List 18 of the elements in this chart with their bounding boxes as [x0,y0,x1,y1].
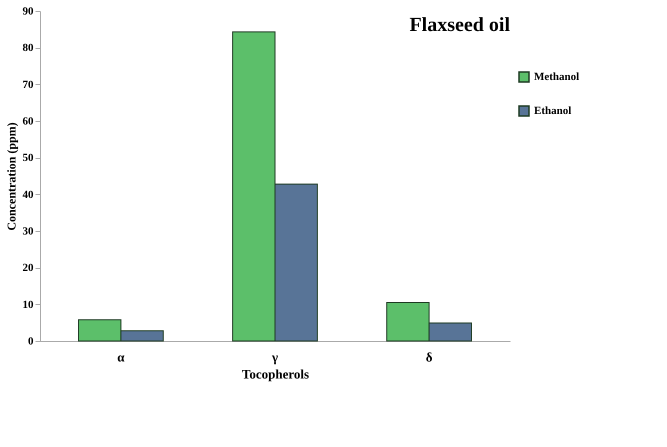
y-axis-title: Concentration (ppm) [4,122,18,231]
y-tick-label: 10 [22,298,34,311]
y-tick-label: 30 [22,226,34,238]
y-tick-label: 0 [28,336,34,348]
y-tick-label: 80 [22,42,34,54]
x-axis-title: Tocopherols [242,366,310,382]
x-tick-label: γ [270,350,278,364]
chart-title: Flaxseed oil [409,14,510,36]
y-tick-label: 40 [22,188,34,201]
y-tick-label: 90 [22,6,34,18]
x-tick-label: α [117,350,126,364]
x-tick-label: δ [426,350,433,364]
legend-label: Ethanol [534,105,572,117]
y-tick-label: 70 [22,78,34,91]
legend-label: Methanol [534,71,580,83]
y-tick-label: 20 [22,262,34,274]
y-tick-label: 60 [22,116,34,128]
y-tick-label: 50 [22,152,34,164]
